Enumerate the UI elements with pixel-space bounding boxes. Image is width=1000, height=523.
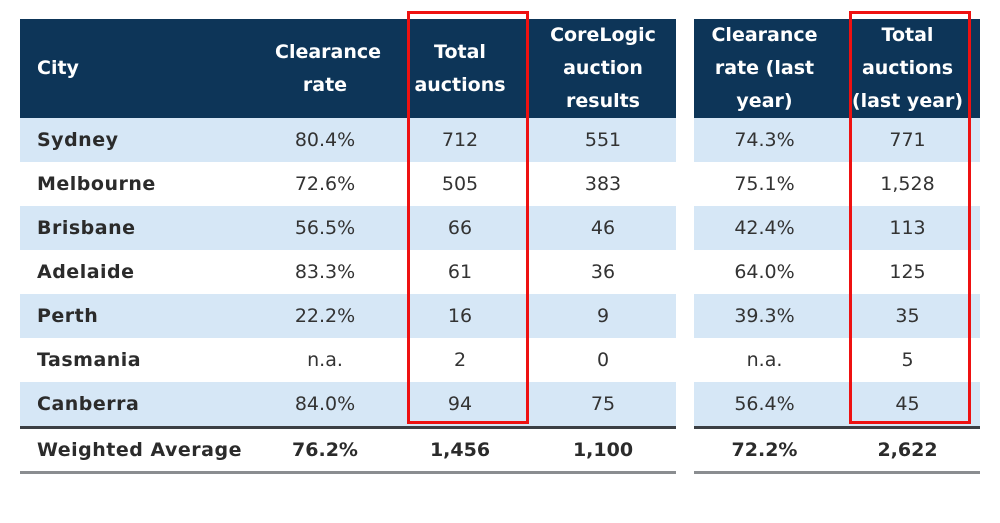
table-cell: 72.6% bbox=[294, 173, 356, 195]
table-row: 56.4% 45 bbox=[694, 382, 980, 428]
table-row: 64.0% 125 bbox=[694, 250, 980, 294]
table-cell: 16 bbox=[390, 294, 530, 338]
table-row: Tasmania n.a. 2 0 bbox=[20, 338, 676, 382]
last-year-table: Clearance rate (last year) Total auction… bbox=[694, 19, 980, 474]
table-row: n.a. 5 bbox=[694, 338, 980, 382]
table-cell: 46 bbox=[530, 206, 676, 250]
table-cell: Sydney bbox=[20, 118, 260, 162]
header-clearance-rate-last-year-label: Clearance rate (last year) bbox=[711, 24, 818, 112]
total-cell: 1,100 bbox=[530, 426, 676, 474]
header-city: City bbox=[20, 19, 260, 118]
table-cell: 35 bbox=[835, 294, 980, 338]
table-cell: Perth bbox=[20, 294, 260, 338]
table-row: Sydney 80.4% 712 551 bbox=[20, 118, 676, 162]
total-cell: 2,622 bbox=[835, 426, 980, 474]
table-cell: 505 bbox=[441, 173, 479, 195]
table-cell: 36 bbox=[590, 261, 616, 283]
table-cell: n.a. bbox=[307, 349, 343, 371]
table-cell: Canberra bbox=[20, 382, 260, 428]
table-cell: 1,528 bbox=[880, 173, 935, 195]
header-row: City Clearance rate Total auctions CoreL… bbox=[20, 19, 676, 118]
header-total-auctions-last-year-label: Total auctions (last year) bbox=[851, 24, 964, 112]
table-cell: 66 bbox=[390, 206, 530, 250]
table-cell: 0 bbox=[596, 349, 610, 371]
table-cell: 113 bbox=[835, 206, 980, 250]
table-cell: Brisbane bbox=[20, 206, 260, 250]
table-cell: 75.1% bbox=[734, 173, 795, 195]
table-row: 42.4% 113 bbox=[694, 206, 980, 250]
table-cell: 9 bbox=[530, 294, 676, 338]
table-cell: 56.5% bbox=[260, 206, 390, 250]
table-row: 39.3% 35 bbox=[694, 294, 980, 338]
table-row: Adelaide 83.3% 61 36 bbox=[20, 250, 676, 294]
table-cell: Adelaide bbox=[37, 261, 135, 283]
table-row: Brisbane 56.5% 66 46 bbox=[20, 206, 676, 250]
total-cell: 76.2% bbox=[260, 426, 390, 474]
table-cell: 83.3% bbox=[294, 261, 356, 283]
table-cell: 75 bbox=[530, 382, 676, 428]
table-row: 74.3% 771 bbox=[694, 118, 980, 162]
header-total-auctions: Total auctions bbox=[390, 19, 530, 118]
table-cell: 383 bbox=[584, 173, 622, 195]
table-cell: 61 bbox=[447, 261, 473, 283]
table-cell: 84.0% bbox=[260, 382, 390, 428]
header-corelogic-results: CoreLogic auction results bbox=[530, 19, 676, 118]
table-cell: 551 bbox=[530, 118, 676, 162]
table-cell: 80.4% bbox=[260, 118, 390, 162]
header-total-auctions-label: Total auctions bbox=[414, 40, 506, 96]
table-cell: 712 bbox=[390, 118, 530, 162]
table-cell: n.a. bbox=[746, 349, 783, 371]
header-row: Clearance rate (last year) Total auction… bbox=[694, 19, 980, 118]
table-cell: 5 bbox=[901, 349, 914, 371]
table-cell: 74.3% bbox=[694, 118, 835, 162]
header-clearance-rate-label: Clearance rate bbox=[275, 40, 382, 96]
table-cell: 125 bbox=[889, 261, 926, 283]
table-row: Perth 22.2% 16 9 bbox=[20, 294, 676, 338]
header-clearance-rate-last-year: Clearance rate (last year) bbox=[694, 19, 835, 118]
weighted-average-row: Weighted Average 76.2% 1,456 1,100 bbox=[20, 426, 676, 474]
header-corelogic-results-label: CoreLogic auction results bbox=[550, 24, 656, 112]
table-row: Melbourne 72.6% 505 383 bbox=[20, 162, 676, 206]
table-cell: 64.0% bbox=[734, 261, 795, 283]
header-clearance-rate: Clearance rate bbox=[260, 19, 390, 118]
table-cell: Tasmania bbox=[37, 349, 142, 371]
header-total-auctions-last-year: Total auctions (last year) bbox=[835, 19, 980, 118]
table-cell: 2 bbox=[453, 349, 467, 371]
table-row: 75.1% 1,528 bbox=[694, 162, 980, 206]
total-cell: Weighted Average bbox=[20, 426, 260, 474]
total-cell: 1,456 bbox=[390, 426, 530, 474]
table-cell: 39.3% bbox=[694, 294, 835, 338]
total-cell: 72.2% bbox=[694, 426, 835, 474]
table-cell: 56.4% bbox=[694, 382, 835, 428]
weighted-average-row: 72.2% 2,622 bbox=[694, 426, 980, 474]
table-cell: 42.4% bbox=[694, 206, 835, 250]
table-cell: 45 bbox=[835, 382, 980, 428]
table-cell: 22.2% bbox=[260, 294, 390, 338]
auction-results-table: City Clearance rate Total auctions CoreL… bbox=[20, 19, 676, 474]
table-row: Canberra 84.0% 94 75 bbox=[20, 382, 676, 428]
table-cell: 771 bbox=[835, 118, 980, 162]
table-cell: Melbourne bbox=[37, 173, 156, 195]
table-cell: 94 bbox=[390, 382, 530, 428]
